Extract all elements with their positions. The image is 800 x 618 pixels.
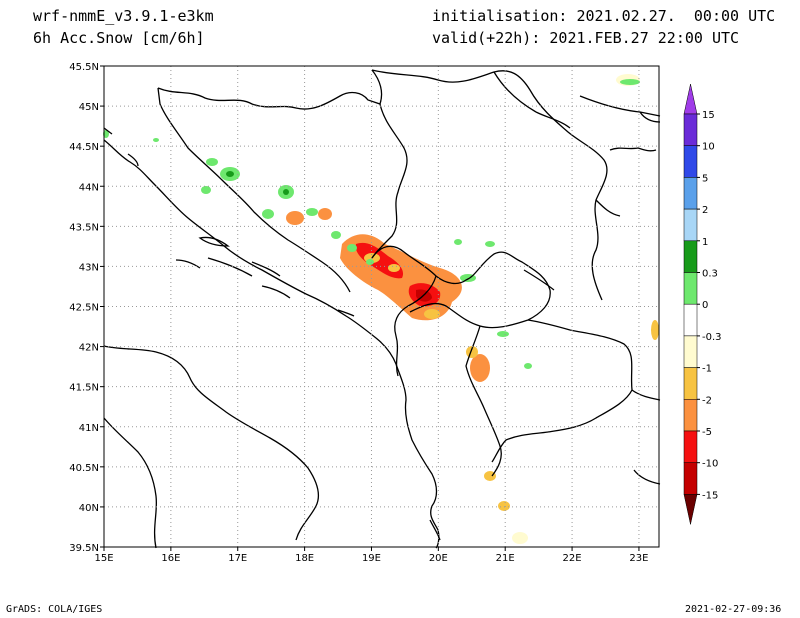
colorbar: 15 10 5 2 1 0.3 0 -0.3 -1 -2 -5 -10 -15 xyxy=(683,83,722,525)
init-time-label: initialisation: 2021.02.27. 00:00 UTC xyxy=(432,7,776,25)
lon-tick-label: 17E xyxy=(228,553,247,564)
colorbar-label: 5 xyxy=(702,173,708,184)
colorbar-swatch xyxy=(683,145,698,178)
colorbar-swatch xyxy=(683,177,698,210)
colorbar-swatch xyxy=(683,462,698,495)
colorbar-swatch xyxy=(683,430,698,463)
lat-tick-label: 41.5N xyxy=(69,383,99,394)
colorbar-swatch xyxy=(683,240,698,273)
lon-tick-label: 23E xyxy=(629,553,648,564)
snow-fields xyxy=(103,74,659,544)
colorbar-swatch xyxy=(683,335,698,368)
lat-tick-label: 40N xyxy=(79,503,99,514)
colorbar-label: 10 xyxy=(702,142,715,153)
axis-ticks: 15E 16E 17E 18E 19E 20E 21E 22E 23E 45.5N 45N 44.5N… xyxy=(69,62,648,564)
colorbar-label: -15 xyxy=(702,490,718,501)
footer-right: 2021-02-27-09:36 xyxy=(685,604,782,615)
colorbar-swatch xyxy=(683,272,698,305)
lon-tick-label: 15E xyxy=(94,553,113,564)
lat-tick-label: 43N xyxy=(79,262,99,273)
colorbar-swatch xyxy=(683,399,698,432)
lat-tick-label: 42N xyxy=(79,343,99,354)
colorbar-top-cap xyxy=(683,83,698,115)
colorbar-label: 15 xyxy=(702,110,715,121)
valid-time-label: valid(+22h): 2021.FEB.27 22:00 UTC xyxy=(432,29,740,47)
lon-tick-label: 20E xyxy=(429,553,448,564)
colorbar-swatch xyxy=(683,367,698,400)
lat-tick-label: 39.5N xyxy=(69,543,99,554)
model-label: wrf-nmmE_v3.9.1-e3km xyxy=(33,7,214,25)
lon-tick-label: 18E xyxy=(295,553,314,564)
coastlines-borders xyxy=(103,69,661,549)
colorbar-label: 1 xyxy=(702,237,708,248)
lat-tick-label: 40.5N xyxy=(69,463,99,474)
lat-tick-label: 42.5N xyxy=(69,303,99,314)
colorbar-label: -10 xyxy=(702,459,718,470)
colorbar-label: 2 xyxy=(702,205,708,216)
colorbar-swatch xyxy=(683,208,698,242)
lat-tick-label: 45N xyxy=(79,102,99,113)
colorbar-swatch xyxy=(683,303,698,337)
lat-tick-label: 41N xyxy=(79,423,99,434)
footer-left: GrADS: COLA/IGES xyxy=(6,604,103,615)
lon-tick-label: 19E xyxy=(362,553,381,564)
colorbar-label: -1 xyxy=(702,364,712,375)
lat-tick-label: 44.5N xyxy=(69,142,99,153)
colorbar-label: -5 xyxy=(702,427,712,438)
lat-tick-label: 44N xyxy=(79,182,99,193)
lon-tick-label: 16E xyxy=(161,553,180,564)
lon-tick-label: 21E xyxy=(496,553,515,564)
lat-tick-label: 45.5N xyxy=(69,62,99,73)
lat-tick-label: 43.5N xyxy=(69,222,99,233)
colorbar-label: -0.3 xyxy=(702,332,722,343)
colorbar-label: 0.3 xyxy=(702,269,718,280)
field-label: 6h Acc.Snow [cm/6h] xyxy=(33,29,205,47)
lat-lon-grid xyxy=(104,66,659,547)
colorbar-label: 0 xyxy=(702,300,708,311)
colorbar-bottom-cap xyxy=(683,494,698,525)
lon-tick-label: 22E xyxy=(563,553,582,564)
colorbar-label: -2 xyxy=(702,395,712,406)
colorbar-swatch xyxy=(683,113,698,146)
